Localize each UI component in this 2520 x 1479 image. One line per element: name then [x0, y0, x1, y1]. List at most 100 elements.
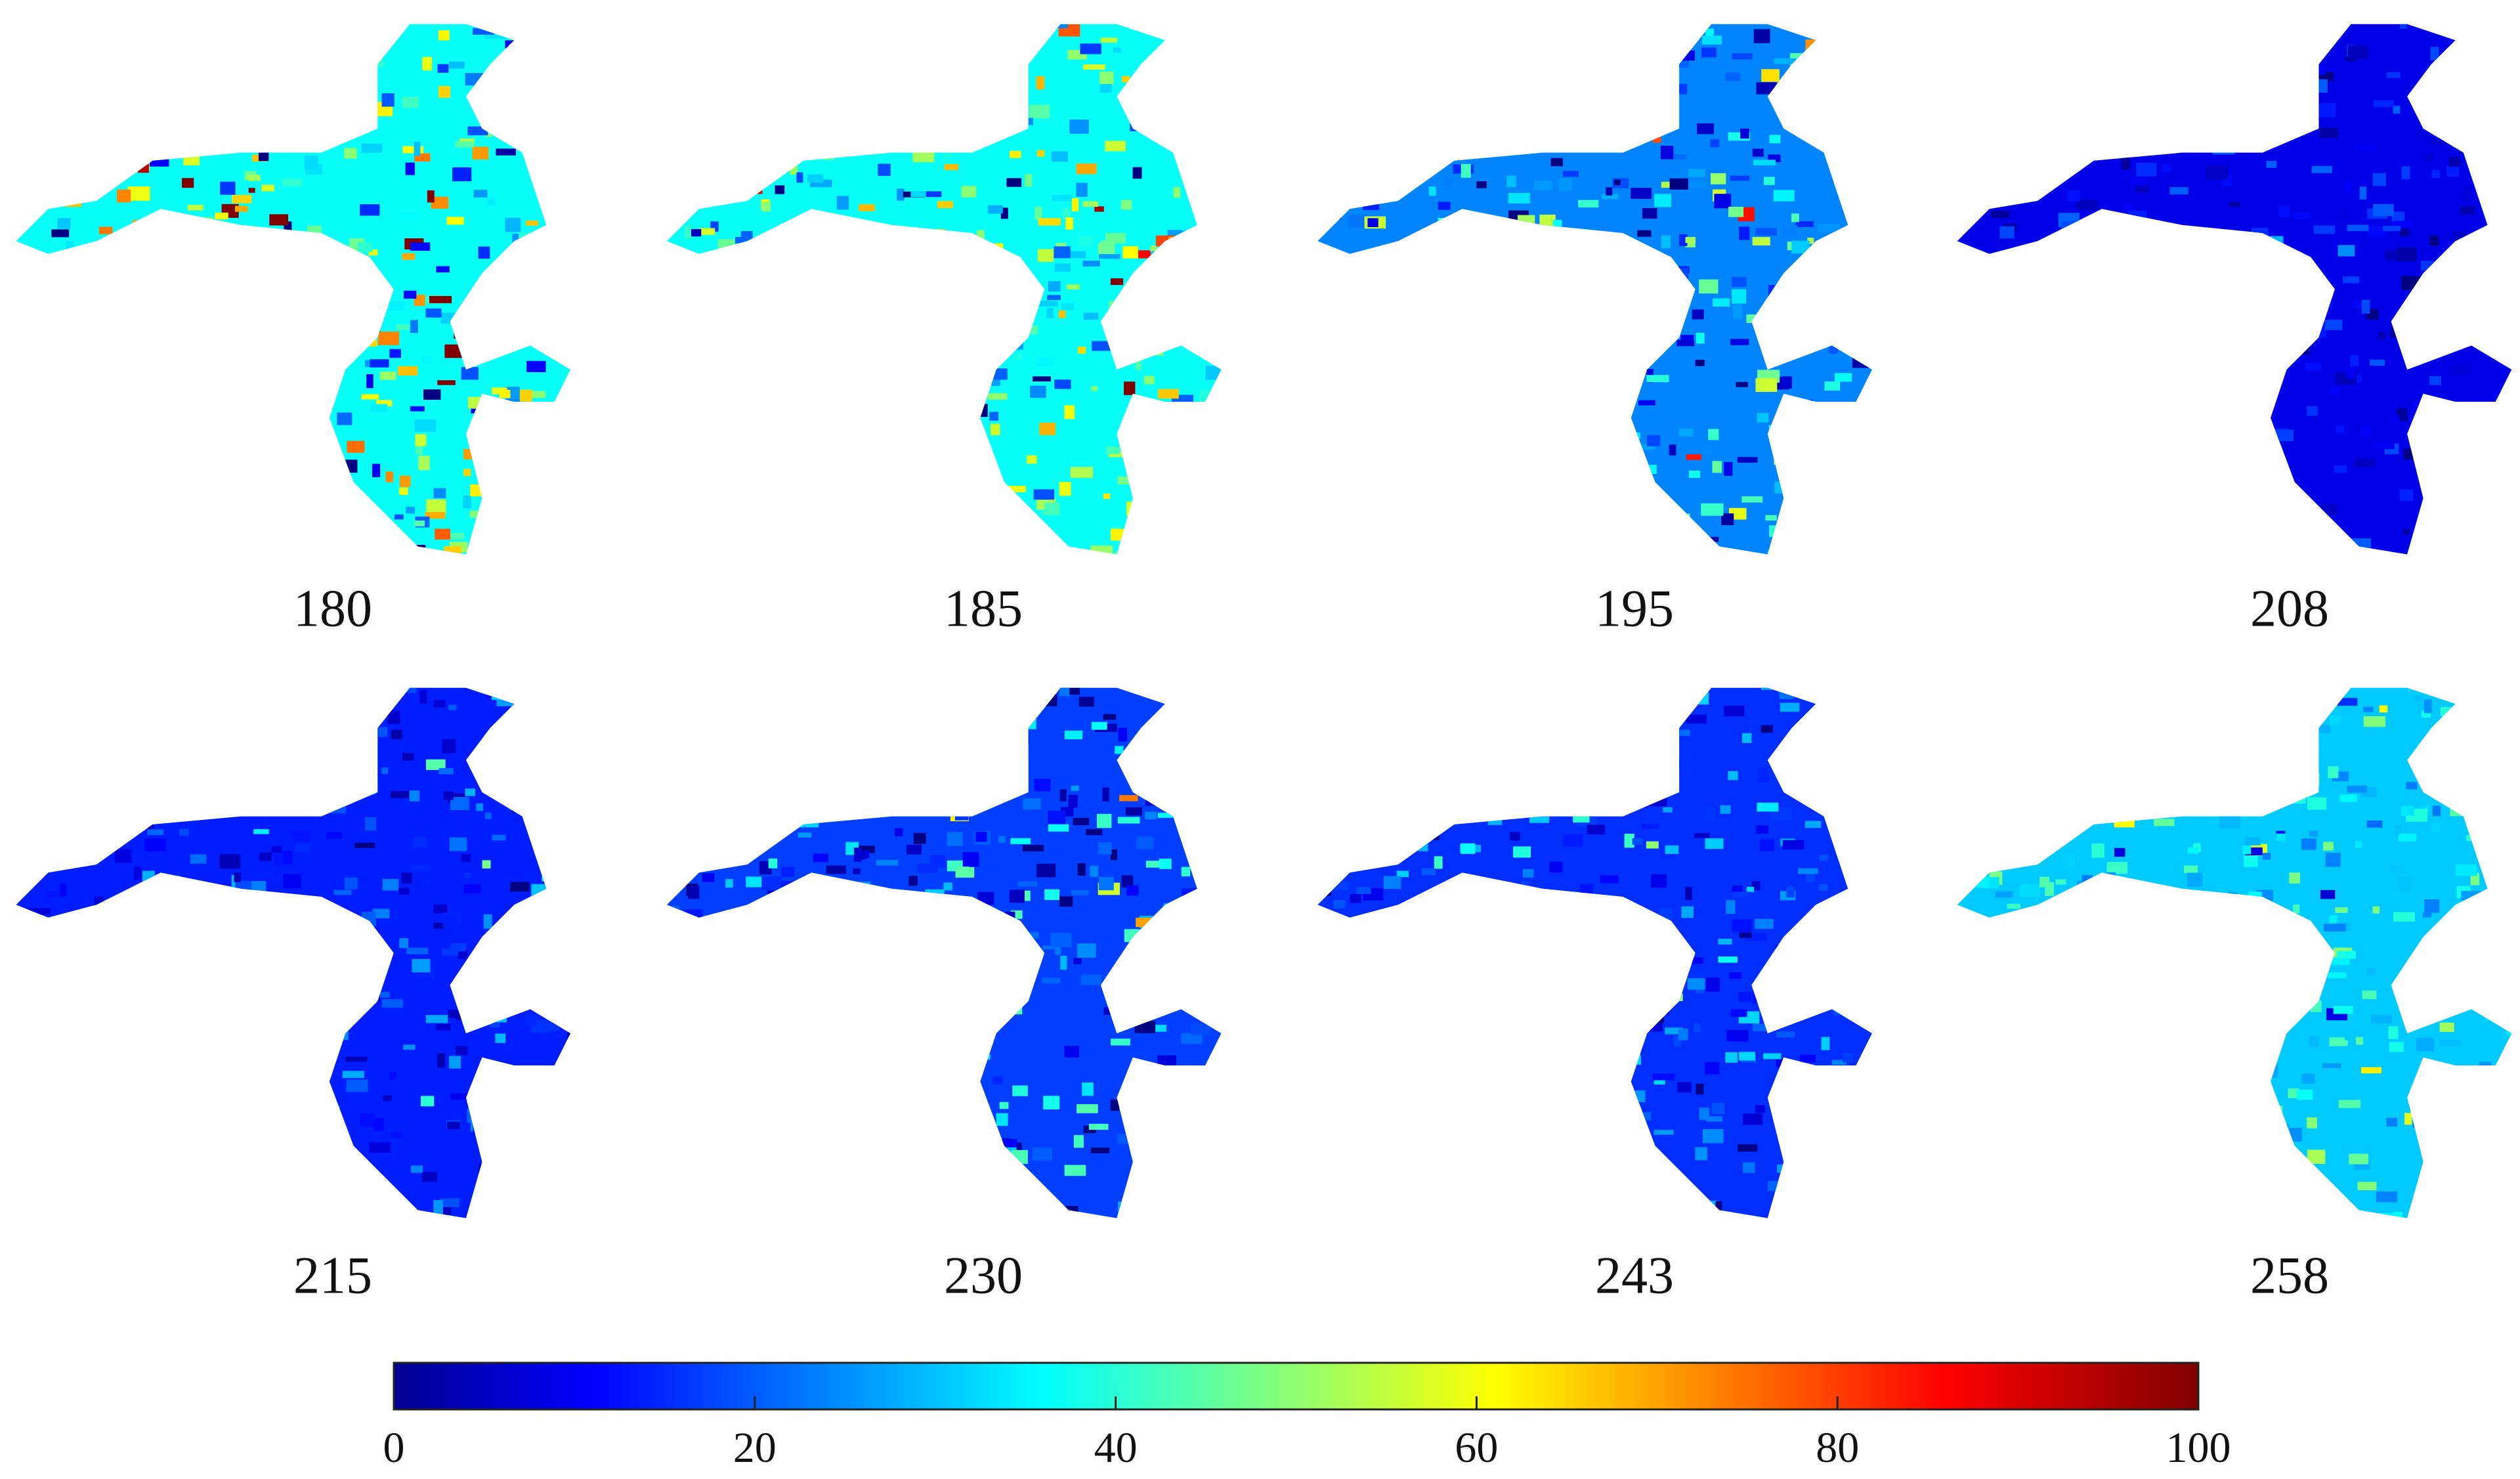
pixel — [1678, 1028, 1688, 1040]
pixel — [2089, 888, 2101, 895]
pixel — [476, 513, 483, 526]
pixel — [153, 702, 165, 717]
pixel — [775, 687, 792, 691]
pixel — [2498, 129, 2512, 143]
pixel — [533, 997, 543, 1007]
pixel — [1419, 557, 1427, 567]
pixel — [366, 374, 374, 389]
pixel — [2108, 454, 2124, 461]
pixel — [796, 819, 819, 828]
pixel — [2414, 132, 2425, 140]
pixel — [993, 55, 1007, 64]
pixel — [2440, 707, 2461, 717]
pixel — [2132, 1058, 2152, 1069]
pixel — [1328, 549, 1341, 555]
pixel — [976, 958, 996, 968]
pixel — [1090, 865, 1099, 877]
pixel — [820, 1030, 828, 1036]
pixel — [327, 1028, 349, 1040]
pixel — [526, 220, 539, 226]
pixel — [2217, 730, 2235, 743]
pixel — [61, 75, 70, 81]
pixel — [1801, 762, 1818, 770]
pixel — [1376, 524, 1394, 536]
pixel — [917, 863, 938, 873]
pixel — [1223, 1052, 1242, 1060]
pixel — [857, 527, 868, 533]
pixel — [2150, 138, 2159, 145]
pixel — [1653, 137, 1661, 143]
pixel — [1367, 218, 1378, 227]
pixel — [1992, 1203, 2015, 1211]
pixel — [2276, 720, 2284, 730]
pixel — [1059, 789, 1067, 802]
pixel — [203, 774, 226, 787]
pixel — [2061, 221, 2081, 235]
pixel — [1738, 992, 1751, 1002]
pixel — [2137, 1073, 2154, 1083]
pixel — [861, 715, 878, 721]
pixel — [2023, 72, 2032, 87]
pixel — [259, 804, 272, 811]
pixel — [130, 116, 138, 124]
pixel — [2285, 953, 2297, 959]
pixel — [2184, 408, 2192, 414]
pixel — [2008, 517, 2018, 532]
pixel — [2028, 252, 2046, 260]
pixel — [2420, 261, 2434, 271]
pixel — [728, 1073, 750, 1078]
pixel — [793, 899, 811, 910]
pixel — [955, 867, 975, 878]
pixel — [437, 1053, 445, 1068]
pixel — [354, 842, 375, 848]
pixel — [2270, 746, 2279, 752]
pixel — [1208, 30, 1222, 39]
pixel — [1697, 1201, 1717, 1215]
pixel — [116, 189, 131, 203]
pixel — [1317, 769, 1337, 779]
pixel — [2307, 797, 2327, 810]
pixel — [712, 342, 727, 354]
pixel — [969, 696, 983, 703]
pixel — [220, 1168, 232, 1179]
pixel — [1393, 45, 1411, 52]
pixel — [372, 463, 381, 477]
pixel — [1791, 240, 1810, 254]
pixel — [2486, 321, 2500, 328]
pixel — [1619, 312, 1627, 320]
pixel — [767, 888, 779, 894]
pixel — [2117, 65, 2131, 77]
pixel — [1683, 1058, 1692, 1063]
pixel — [1821, 1037, 1830, 1050]
pixel — [160, 875, 181, 883]
pixel — [2049, 484, 2060, 490]
pixel — [2040, 764, 2063, 777]
pixel — [2486, 267, 2508, 273]
pixel — [1701, 47, 1717, 58]
pixel — [1720, 805, 1731, 814]
pixel — [1875, 763, 1890, 775]
pixel — [1512, 383, 1535, 396]
pixel — [2363, 706, 2374, 712]
pixel — [952, 323, 966, 335]
pixel — [207, 1100, 222, 1112]
pixel — [328, 989, 339, 1000]
pixel — [809, 179, 832, 188]
pixel — [923, 532, 933, 547]
pixel — [759, 234, 771, 240]
pixel — [924, 1121, 944, 1129]
pixel — [2338, 86, 2355, 93]
pixel — [2475, 754, 2488, 762]
pixel — [305, 930, 320, 941]
pixel — [1204, 832, 1216, 845]
pixel — [217, 547, 236, 555]
pixel — [1646, 764, 1654, 777]
pixel — [86, 534, 108, 540]
pixel — [912, 347, 931, 358]
pixel — [2234, 794, 2244, 800]
pixel — [1680, 335, 1694, 341]
pixel — [1988, 37, 2000, 44]
pixel — [2403, 389, 2415, 402]
pixel — [179, 828, 189, 836]
pixel — [694, 27, 709, 39]
